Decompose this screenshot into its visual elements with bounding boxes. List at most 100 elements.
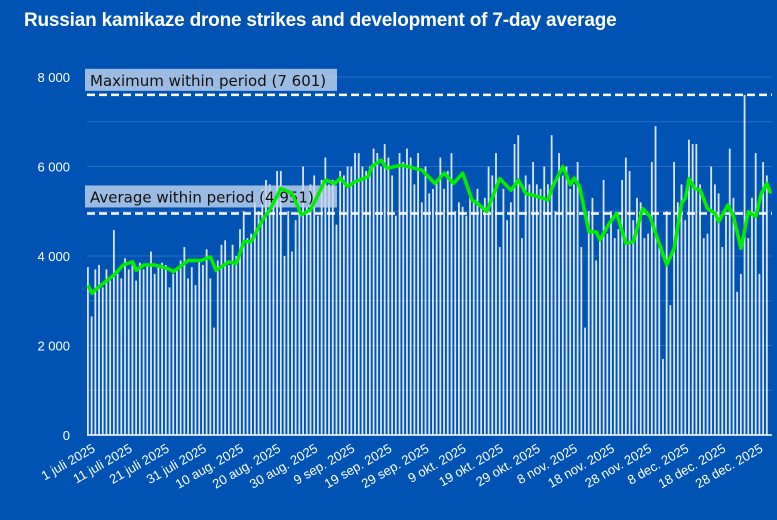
bar xyxy=(636,197,638,435)
bar xyxy=(710,166,713,435)
bar xyxy=(153,273,156,435)
bar xyxy=(253,202,256,435)
bar xyxy=(398,153,401,435)
bar xyxy=(124,258,126,435)
bar xyxy=(291,251,293,435)
bar xyxy=(179,260,182,435)
bar xyxy=(298,211,301,435)
bar xyxy=(647,233,650,435)
bar xyxy=(543,166,546,435)
bar xyxy=(90,316,93,435)
bar xyxy=(765,175,768,435)
bar xyxy=(135,280,138,435)
bar xyxy=(368,166,371,435)
bar xyxy=(736,291,739,435)
bar xyxy=(602,179,605,435)
bar xyxy=(650,162,653,435)
bar xyxy=(472,202,475,435)
bar xyxy=(676,202,679,435)
bar xyxy=(443,188,445,435)
bar xyxy=(272,197,275,435)
bar xyxy=(658,247,661,435)
bar xyxy=(643,238,646,435)
bar xyxy=(450,153,453,435)
bar xyxy=(483,197,486,435)
bar xyxy=(461,206,464,435)
bar xyxy=(754,153,757,435)
bar xyxy=(109,280,112,435)
bar xyxy=(743,94,746,435)
bar xyxy=(87,267,89,435)
bar xyxy=(639,202,642,435)
bar xyxy=(239,229,241,435)
bar xyxy=(372,148,375,435)
bar xyxy=(528,184,531,435)
bar xyxy=(751,197,753,435)
bar xyxy=(313,175,316,435)
bar xyxy=(561,175,564,435)
bar xyxy=(539,188,542,435)
bar xyxy=(606,233,609,435)
bar xyxy=(573,184,575,435)
y-tick-label: 2 000 xyxy=(37,339,70,354)
bar xyxy=(669,305,672,435)
bar xyxy=(131,260,134,435)
bar xyxy=(547,184,549,435)
bar xyxy=(309,184,312,435)
bar xyxy=(242,211,245,435)
bar xyxy=(565,166,568,435)
bar xyxy=(346,166,349,435)
bar xyxy=(617,229,620,435)
bar xyxy=(532,162,534,435)
bar xyxy=(476,188,479,435)
bar xyxy=(394,215,397,435)
bar xyxy=(688,139,690,435)
bar xyxy=(105,269,108,435)
bar xyxy=(402,162,405,435)
bar xyxy=(725,215,727,435)
bar xyxy=(469,197,471,435)
bar xyxy=(194,285,197,435)
bar xyxy=(257,211,260,435)
bar xyxy=(699,184,701,435)
bar xyxy=(190,267,193,435)
bar xyxy=(209,278,212,435)
bar xyxy=(342,175,345,435)
bar xyxy=(205,249,208,435)
bar xyxy=(721,247,724,435)
bar xyxy=(706,233,709,435)
bar xyxy=(702,238,705,435)
bar xyxy=(231,244,234,435)
bar xyxy=(328,184,330,435)
bar xyxy=(227,264,230,435)
bar xyxy=(94,269,97,435)
bar xyxy=(628,170,631,435)
bar xyxy=(587,211,590,435)
bar xyxy=(621,179,624,435)
bar xyxy=(632,220,635,435)
bar xyxy=(172,273,175,435)
bar xyxy=(391,175,394,435)
bar xyxy=(409,157,412,436)
bar xyxy=(665,211,668,435)
bar xyxy=(487,166,490,435)
bar xyxy=(713,184,716,435)
bar xyxy=(380,166,382,435)
bar xyxy=(164,264,167,435)
bar xyxy=(684,220,687,435)
bar xyxy=(680,184,683,435)
bar xyxy=(331,179,334,435)
bar xyxy=(613,238,616,435)
bar xyxy=(739,273,742,435)
bar xyxy=(610,211,612,435)
bar xyxy=(198,260,201,435)
bar xyxy=(127,269,130,435)
y-tick-label: 8 000 xyxy=(37,70,70,85)
bar xyxy=(598,238,601,435)
bar xyxy=(591,197,594,435)
bar xyxy=(283,256,286,435)
bar xyxy=(446,170,449,435)
y-tick-label: 4 000 xyxy=(37,249,70,264)
bar xyxy=(350,166,353,435)
